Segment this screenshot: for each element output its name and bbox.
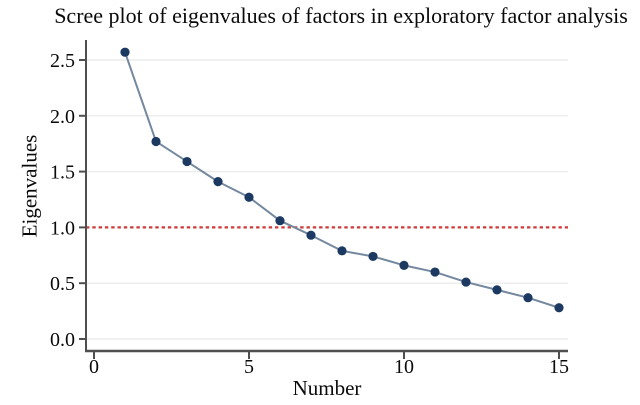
data-point-marker [306, 230, 316, 240]
y-tick-label: 2.5 [50, 50, 75, 72]
series-line [124, 51, 560, 309]
data-point-marker [461, 277, 471, 287]
data-point-marker [337, 246, 347, 256]
data-point-marker [244, 192, 254, 202]
y-tick-label: 1.5 [50, 162, 75, 184]
x-tick-label: 0 [89, 356, 99, 378]
data-point-marker [368, 251, 378, 262]
y-tick-label: 0.5 [50, 273, 75, 295]
data-point-marker [213, 177, 223, 187]
data-point-marker [182, 156, 192, 167]
y-tick-label: 1.0 [50, 217, 75, 239]
data-point-marker [120, 47, 130, 57]
x-tick-label: 5 [244, 356, 254, 378]
x-tick-label: 10 [394, 356, 414, 378]
chart-title: Scree plot of eigenvalues of factors in … [54, 3, 628, 28]
data-point-marker [399, 260, 409, 270]
y-axis-label: Eigenvalues [17, 134, 42, 238]
data-point-marker [523, 293, 533, 303]
x-tick-label: 15 [549, 356, 569, 378]
y-tick-label: 2.0 [50, 106, 75, 128]
y-tick-label: 0.0 [50, 329, 75, 351]
x-axis-label: Number [292, 376, 362, 400]
data-point-marker [275, 216, 285, 226]
data-point-marker [151, 136, 161, 147]
data-point-marker [554, 303, 564, 313]
data-point-marker [492, 285, 502, 295]
data-point-marker [430, 267, 440, 277]
